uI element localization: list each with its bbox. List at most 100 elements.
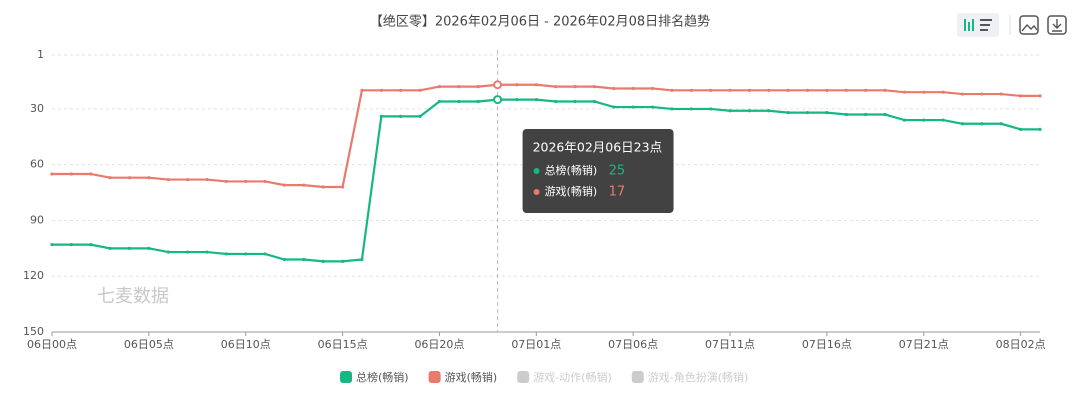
tooltip-dot: [533, 189, 540, 195]
download-icon: [1052, 19, 1062, 32]
point: [224, 179, 228, 184]
point: [302, 183, 306, 187]
image-button[interactable]: [1019, 15, 1039, 35]
point: [592, 99, 597, 104]
x-tick-label: 06日20点: [414, 338, 464, 351]
point: [554, 99, 558, 104]
tooltip-value: 25: [609, 164, 626, 179]
bar-icon: [964, 19, 974, 31]
point: [670, 107, 674, 111]
legend-label[interactable]: 游戏-角色扮演(畅销): [648, 370, 749, 384]
y-tick-label: 60: [30, 158, 44, 171]
point: [767, 109, 771, 113]
tooltip-dot: [533, 168, 540, 174]
point: [786, 111, 790, 115]
point: [418, 88, 422, 92]
tooltip-title: 2026年02月06日23点: [533, 140, 663, 155]
tooltip-box: [522, 129, 674, 213]
point: [573, 85, 577, 89]
point: [941, 90, 945, 94]
point: [825, 111, 829, 115]
series-line: [52, 83, 1040, 189]
point: [205, 250, 209, 254]
watermark: 七麦数据: [97, 286, 169, 307]
point: [69, 172, 73, 176]
point: [960, 92, 965, 96]
x-tick-label: 07日16点: [802, 338, 852, 351]
point: [302, 257, 306, 262]
chart-type-button[interactable]: [957, 13, 999, 37]
point: [147, 176, 151, 180]
legend-swatch: [631, 371, 644, 383]
legend-label[interactable]: 游戏(畅销): [445, 370, 498, 384]
point: [244, 179, 248, 184]
y-tick-label: 150: [23, 325, 44, 338]
point: [883, 88, 887, 92]
point: [340, 259, 345, 263]
legend-label[interactable]: 总榜(畅销): [356, 370, 409, 384]
point: [922, 118, 926, 122]
point: [515, 98, 519, 102]
tooltip-series: 总榜(畅销): [545, 163, 598, 177]
point: [960, 122, 965, 126]
point: [476, 99, 480, 104]
point: [902, 90, 906, 94]
point: [825, 88, 829, 92]
legend-label[interactable]: 游戏-动作(畅销): [533, 370, 612, 384]
legend: 总榜(畅销) 游戏(畅销) 游戏-动作(畅销) 游戏-角色扮演(畅销): [340, 370, 748, 384]
point: [166, 250, 170, 254]
toolbar: [957, 13, 1067, 37]
point: [883, 112, 887, 117]
point: [534, 98, 538, 102]
point: [127, 246, 132, 250]
point: [864, 88, 868, 92]
x-tick-label: 07日06点: [608, 338, 658, 351]
y-tick-label: 90: [30, 213, 44, 226]
x-tick-label: 08日02点: [996, 338, 1046, 351]
point: [127, 176, 132, 180]
point: [573, 99, 577, 104]
point: [399, 114, 403, 118]
x-tick-label: 06日05点: [124, 338, 174, 351]
point: [612, 105, 616, 109]
point: [282, 257, 287, 262]
point: [902, 118, 906, 122]
point: [631, 86, 635, 91]
point: [244, 252, 248, 256]
point: [457, 99, 461, 104]
chart-title: 【绝区零】2026年02月06日 - 2026年02月08日排名趋势: [370, 14, 710, 30]
point: [186, 177, 190, 182]
point: [709, 88, 713, 92]
point: [670, 88, 674, 92]
point: [631, 105, 635, 109]
point: [1019, 94, 1023, 98]
point: [864, 112, 868, 117]
point: [263, 179, 267, 184]
point: [844, 112, 848, 117]
point: [980, 92, 984, 96]
point: [747, 109, 752, 113]
point: [728, 109, 732, 113]
point: [747, 88, 752, 92]
list-icon: [980, 19, 992, 31]
point: [89, 243, 93, 247]
point: [321, 259, 325, 263]
point: [1038, 127, 1042, 131]
point: [650, 105, 655, 109]
point: [922, 90, 926, 94]
point: [476, 85, 480, 89]
download-button[interactable]: [1047, 15, 1067, 35]
x-tick-label: 06日10点: [221, 338, 271, 351]
y-tick-label: 120: [23, 269, 44, 282]
x-tick-label: 07日01点: [511, 338, 561, 351]
point: [147, 246, 151, 250]
legend-swatch: [428, 371, 441, 383]
point: [689, 107, 693, 111]
point: [941, 118, 945, 122]
point: [108, 176, 112, 180]
point: [689, 88, 693, 92]
point: [263, 252, 267, 256]
point: [418, 114, 422, 118]
point: [650, 86, 655, 91]
